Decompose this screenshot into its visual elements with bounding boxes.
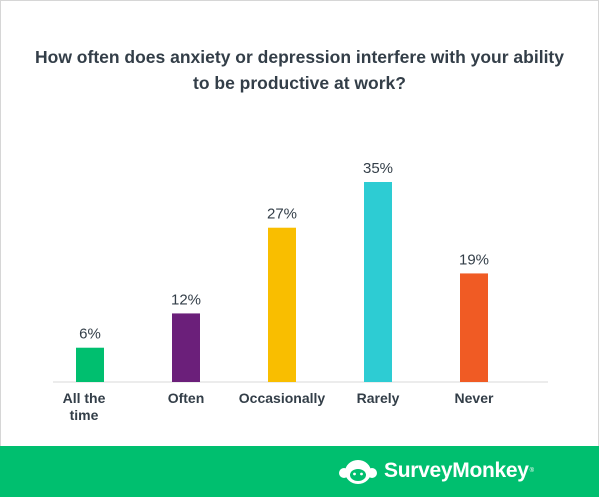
value-label: 12% bbox=[171, 291, 201, 308]
bar-all-the-time bbox=[76, 347, 104, 382]
bar-occasionally bbox=[268, 227, 296, 382]
category-label: Occasionally bbox=[239, 390, 326, 406]
category-label: Often bbox=[168, 390, 205, 406]
brand-name: SurveyMonkey bbox=[384, 459, 529, 482]
value-labels-group: 6% 12% 27% 35% 19% bbox=[79, 160, 489, 343]
bar-rarely bbox=[364, 182, 392, 382]
surveymonkey-logo: SurveyMonkey ® bbox=[338, 456, 534, 486]
value-label: 35% bbox=[363, 160, 393, 177]
bar-never bbox=[460, 273, 488, 382]
footer-bar: SurveyMonkey ® bbox=[0, 446, 599, 497]
value-label: 27% bbox=[267, 206, 297, 223]
category-label: Rarely bbox=[357, 390, 400, 406]
surveymonkey-logo-icon bbox=[339, 460, 377, 484]
chart-title-line-1: How often does anxiety or depression int… bbox=[35, 47, 564, 67]
bars-group bbox=[76, 182, 488, 382]
chart-title-line-2: to be productive at work? bbox=[193, 73, 406, 93]
brand-registered-mark: ® bbox=[529, 468, 535, 474]
category-label: Never bbox=[455, 390, 494, 406]
chart-title: How often does anxiety or depression int… bbox=[0, 44, 599, 96]
category-label: time bbox=[70, 407, 99, 423]
bar-often bbox=[172, 313, 200, 382]
value-label: 19% bbox=[459, 251, 489, 268]
value-label: 6% bbox=[79, 326, 101, 343]
category-label: All the bbox=[63, 390, 106, 406]
